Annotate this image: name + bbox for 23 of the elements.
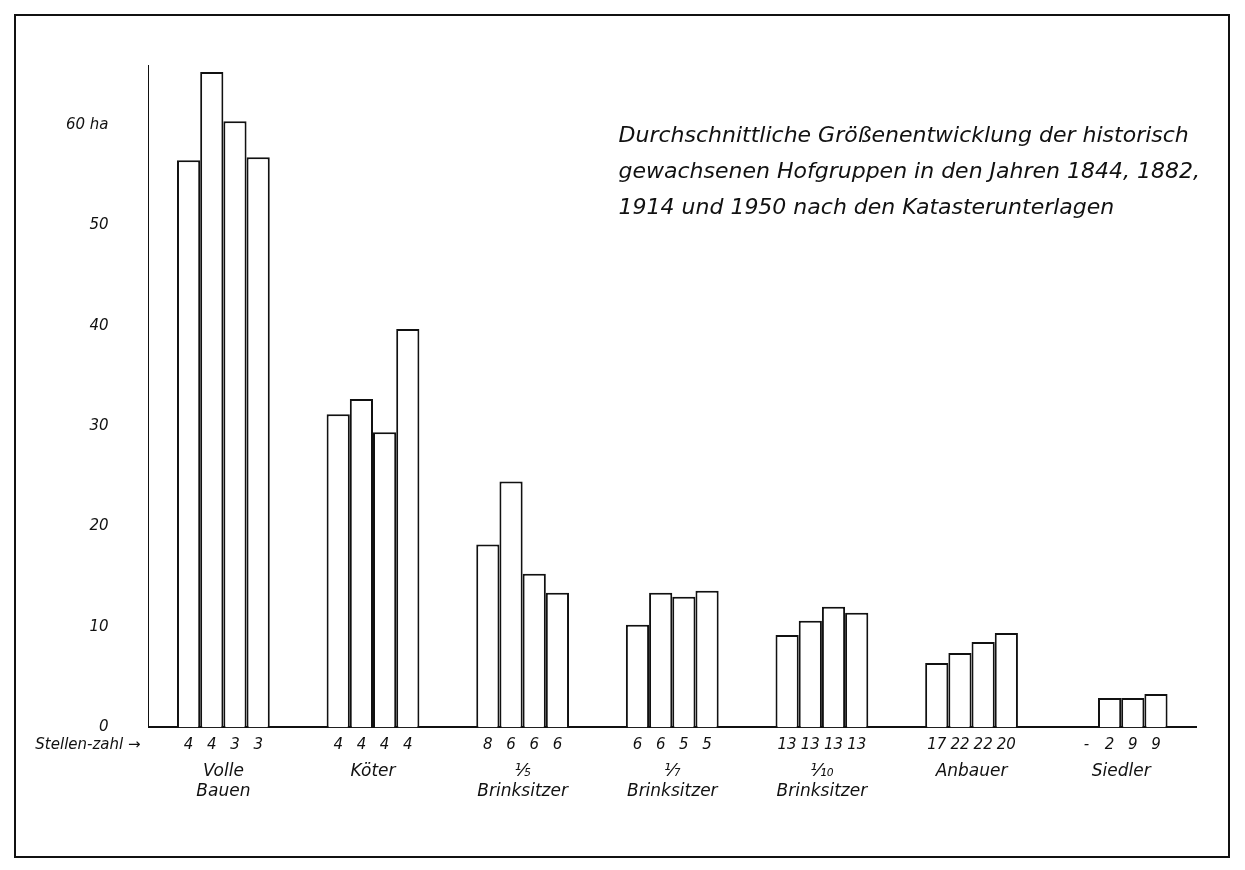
text: 8 6 6 6 (483, 734, 563, 753)
y-tick-label: 50 (89, 215, 109, 234)
y-tick-label: 40 (89, 315, 109, 334)
x-tick-label: Köter (350, 759, 397, 780)
y-tick-label: 0 (99, 717, 109, 736)
x-tick-label: ⅒ Brinksitzer (776, 759, 869, 801)
x-tick-label: Siedler (1091, 759, 1152, 780)
text: 13 13 13 13 (777, 734, 867, 753)
text: - 2 9 9 (1083, 734, 1161, 753)
y-tick-label: 30 (89, 416, 109, 435)
text: 17 22 22 20 (927, 734, 1016, 753)
text: 4 4 3 3 (183, 734, 263, 753)
text: 4 4 4 4 (333, 734, 413, 753)
x-tick-label: Anbauer (934, 759, 1009, 780)
text: 6 6 5 5 (632, 734, 712, 753)
y-tick-label: 20 (89, 516, 109, 535)
y-tick-label: 60 ha (65, 115, 109, 134)
x-tick-label: ⅐ Brinksitzer (626, 759, 719, 801)
text: Durchschnittliche Größenentwicklung der historisch gewachsenen Hofgruppen in den Jahren 1844, 1882, 1914 und 1950 nach den Katasterunterlagen (618, 121, 1200, 219)
x-tick-label: ⅕ Brinksitzer (477, 759, 569, 801)
text: Stellen-zahl → (35, 734, 141, 753)
x-tick-label: Volle Bauen (196, 759, 251, 801)
y-tick-label: 10 (89, 616, 109, 635)
